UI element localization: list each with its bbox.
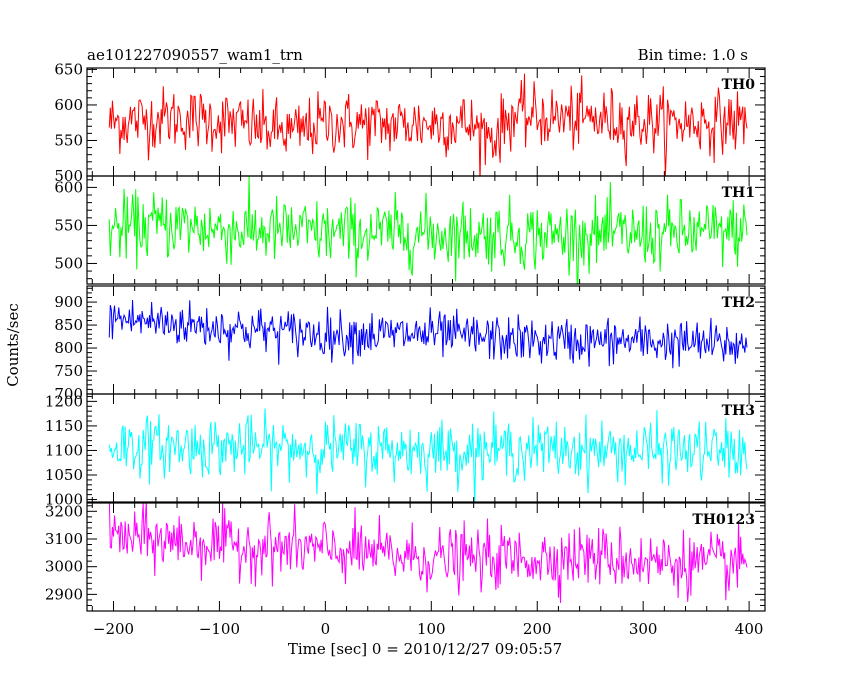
panel-frame xyxy=(86,175,766,285)
panels: 500 550 600 650 TH0 500 550 600 TH1 700 750 800 850 9… xyxy=(45,60,766,612)
y-tick-label: 500 xyxy=(54,254,83,272)
panel-th0: 500 550 600 650 TH0 xyxy=(54,60,766,185)
y-tick-label: 1000 xyxy=(45,491,83,509)
y-tick-label: 3200 xyxy=(45,502,83,520)
bin-time-label: Bin time: 1.0 s xyxy=(638,46,748,64)
x-tick-label: 100 xyxy=(417,620,446,638)
panel-th1: 500 550 600 TH1 xyxy=(54,175,766,285)
y-tick-label: 800 xyxy=(54,339,83,357)
y-tick-label: 550 xyxy=(54,131,83,149)
x-axis-tick-labels: −200 −100 0 100 200 300 400 xyxy=(93,620,764,638)
series-line-th0123 xyxy=(108,503,748,604)
panel-th0123: 2900 3000 3100 3200 TH0123 xyxy=(45,502,766,612)
y-tick-label: 900 xyxy=(54,293,83,311)
panel-name-th2: TH2 xyxy=(722,295,755,311)
y-tick-label: 2900 xyxy=(45,585,83,603)
y-tick-label: 850 xyxy=(54,316,83,334)
series-line-th0 xyxy=(108,73,748,176)
x-tick-label: 400 xyxy=(735,620,764,638)
series-line-th1 xyxy=(108,176,748,284)
y-tick-label: 600 xyxy=(54,178,83,196)
y-tick-label: 3000 xyxy=(45,558,83,576)
x-tick-label: −100 xyxy=(199,620,240,638)
y-tick-label: 1050 xyxy=(45,466,83,484)
chart-title: ae101227090557_wam1_trn xyxy=(87,46,303,64)
y-tick-label: 500 xyxy=(54,167,83,185)
panel-name-th0123: TH0123 xyxy=(692,512,755,528)
x-tick-label: 0 xyxy=(321,620,331,638)
y-tick-label: 3100 xyxy=(45,530,83,548)
y-tick-label: 1150 xyxy=(45,417,83,435)
x-tick-label: 200 xyxy=(523,620,552,638)
y-tick-label: 650 xyxy=(54,60,83,78)
panel-th3: 1000 1050 1100 1150 1200 TH3 xyxy=(45,392,766,509)
series-line-th3 xyxy=(108,408,748,502)
x-tick-label: 300 xyxy=(629,620,658,638)
panel-frame xyxy=(86,502,766,612)
x-tick-label: −200 xyxy=(93,620,134,638)
y-tick-label: 1100 xyxy=(45,441,83,459)
panel-name-th1: TH1 xyxy=(722,185,755,201)
panel-th2: 700 750 800 850 900 TH2 xyxy=(54,285,766,403)
y-tick-label: 1200 xyxy=(45,392,83,410)
y-tick-label: 750 xyxy=(54,362,83,380)
x-axis-label: Time [sec] 0 = 2010/12/27 09:05:57 xyxy=(288,640,562,658)
y-tick-label: 550 xyxy=(54,216,83,234)
y-tick-label: 700 xyxy=(54,385,83,403)
y-tick-label: 600 xyxy=(54,96,83,114)
series-line-th2 xyxy=(108,299,748,369)
panel-name-th3: TH3 xyxy=(722,403,755,419)
panel-frame xyxy=(86,393,766,503)
y-axis-label: Counts/sec xyxy=(4,303,22,387)
panel-name-th0: TH0 xyxy=(722,77,756,93)
